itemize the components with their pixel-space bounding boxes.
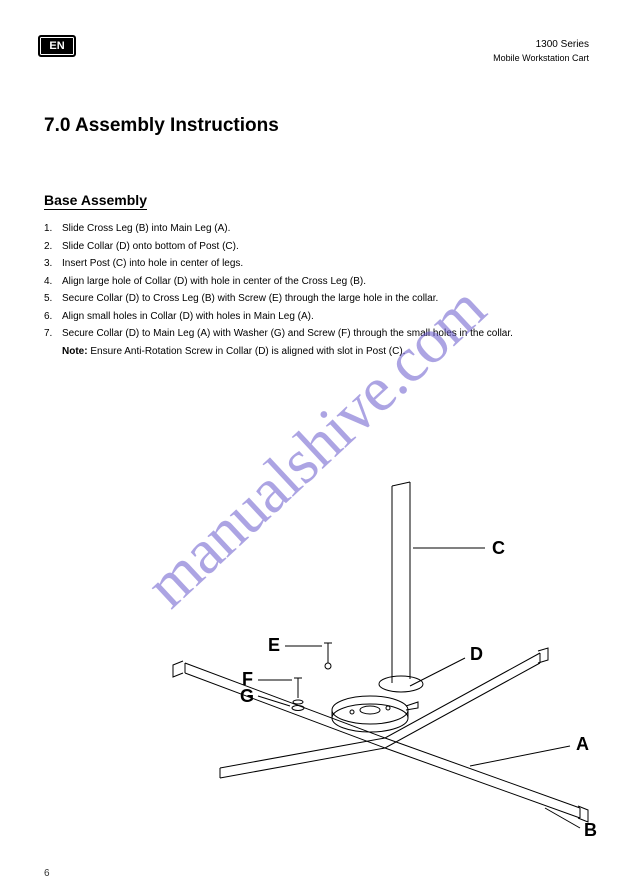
note-text: Ensure Anti-Rotation Screw in Collar (D)… <box>90 346 405 357</box>
label-e: E <box>268 635 280 655</box>
label-c: C <box>492 538 505 558</box>
step-row: 4. Align large hole of Collar (D) with h… <box>44 275 589 290</box>
diagram-svg: C D E F G A B <box>140 448 600 858</box>
label-g: G <box>240 686 254 706</box>
step-text: Insert Post (C) into hole in center of l… <box>62 257 589 272</box>
step-number: 6. <box>44 310 62 325</box>
assembly-note: Note: Ensure Anti-Rotation Screw in Coll… <box>62 345 589 360</box>
subsection-title: Base Assembly <box>44 192 147 210</box>
step-text: Slide Collar (D) onto bottom of Post (C)… <box>62 240 589 255</box>
step-row: 3. Insert Post (C) into hole in center o… <box>44 257 589 272</box>
step-number: 4. <box>44 275 62 290</box>
language-badge: EN <box>38 35 76 57</box>
step-number: 5. <box>44 292 62 307</box>
step-text: Align large hole of Collar (D) with hole… <box>62 275 589 290</box>
assembly-diagram: C D E F G A B <box>140 448 600 858</box>
step-text: Secure Collar (D) to Main Leg (A) with W… <box>62 327 589 342</box>
step-number: 3. <box>44 257 62 272</box>
label-b: B <box>584 820 597 840</box>
step-row: 6. Align small holes in Collar (D) with … <box>44 310 589 325</box>
step-text: Slide Cross Leg (B) into Main Leg (A). <box>62 222 589 237</box>
assembly-steps: 1. Slide Cross Leg (B) into Main Leg (A)… <box>44 222 589 361</box>
label-d: D <box>470 644 483 664</box>
section-title: 7.0 Assembly Instructions <box>44 115 279 137</box>
series-subtitle: Mobile Workstation Cart <box>493 52 589 65</box>
step-number: 2. <box>44 240 62 255</box>
section-number: 7.0 <box>44 115 70 136</box>
step-number: 1. <box>44 222 62 237</box>
series-number: 1300 Series <box>493 38 589 52</box>
section-name: Assembly Instructions <box>75 115 279 136</box>
step-row: 2. Slide Collar (D) onto bottom of Post … <box>44 240 589 255</box>
step-text: Secure Collar (D) to Cross Leg (B) with … <box>62 292 589 307</box>
step-row: 5. Secure Collar (D) to Cross Leg (B) wi… <box>44 292 589 307</box>
page-number: 6 <box>44 868 50 879</box>
step-row: 7. Secure Collar (D) to Main Leg (A) wit… <box>44 327 589 342</box>
label-a: A <box>576 734 589 754</box>
header-meta: 1300 Series Mobile Workstation Cart <box>493 38 589 65</box>
step-number: 7. <box>44 327 62 342</box>
step-row: 1. Slide Cross Leg (B) into Main Leg (A)… <box>44 222 589 237</box>
step-text: Align small holes in Collar (D) with hol… <box>62 310 589 325</box>
note-label: Note: <box>62 346 88 357</box>
